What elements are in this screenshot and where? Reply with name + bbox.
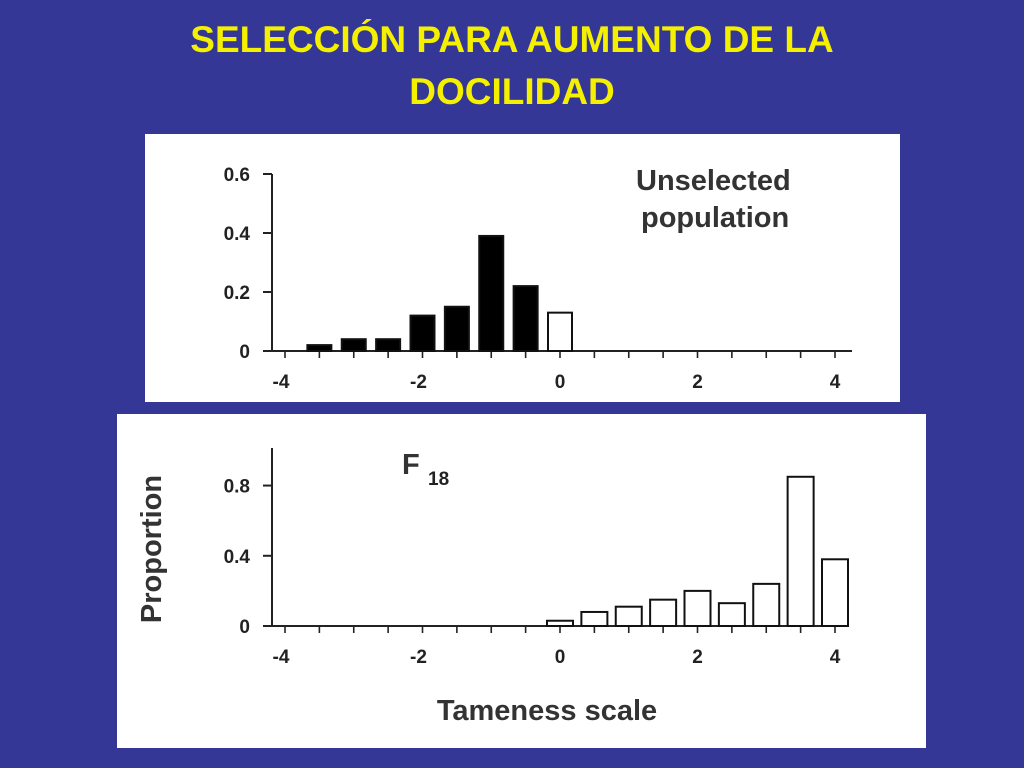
bar bbox=[443, 305, 470, 352]
x-tick-label: -4 bbox=[273, 372, 290, 393]
bar bbox=[649, 598, 678, 628]
x-tick-label: 0 bbox=[555, 647, 566, 668]
y-tick-label: 0.4 bbox=[224, 224, 251, 245]
x-tick-label: -4 bbox=[273, 647, 290, 668]
y-tick-label: 0.6 bbox=[224, 165, 250, 186]
slide-title-line1: SELECCIÓN PARA AUMENTO DE LA bbox=[190, 19, 834, 60]
f18-chart: 0 0.4 0.8 -4 -2 0 2 4 F 18 Tameness scale Proportio… bbox=[136, 448, 849, 727]
bar bbox=[786, 475, 815, 628]
x-tick-label: 4 bbox=[830, 647, 841, 668]
x-tick-label: 2 bbox=[692, 372, 703, 393]
bar bbox=[478, 234, 505, 352]
bar bbox=[821, 558, 849, 628]
bar bbox=[546, 619, 574, 628]
x-tick-label: 4 bbox=[830, 372, 841, 393]
f18-chart-panel: 0 0.4 0.8 -4 -2 0 2 4 F 18 Tameness scale Proportio… bbox=[117, 414, 926, 748]
bar bbox=[547, 311, 573, 352]
x-tick-label: 2 bbox=[692, 647, 703, 668]
slide-title-line2: DOCILIDAD bbox=[409, 71, 615, 112]
bar bbox=[409, 314, 436, 353]
y-tick-label: 0.8 bbox=[224, 477, 250, 498]
y-tick-label: 0.4 bbox=[224, 547, 251, 568]
bar bbox=[512, 285, 539, 353]
bar bbox=[717, 602, 746, 628]
x-axis-title: Tameness scale bbox=[437, 695, 657, 727]
annotation-unselected: Unselected bbox=[636, 165, 791, 197]
bar bbox=[683, 589, 712, 627]
bar bbox=[340, 338, 367, 352]
unselected-population-chart: 0 0.2 0.4 0.6 -4 -2 0 2 4 Unselected population bbox=[224, 165, 852, 393]
bar bbox=[580, 610, 609, 627]
y-tick-label: 0.2 bbox=[224, 283, 250, 304]
bar bbox=[306, 344, 333, 353]
annotation-population: population bbox=[641, 202, 789, 234]
y-axis-title: Proportion bbox=[136, 475, 168, 623]
bar bbox=[614, 605, 643, 627]
y-tick-label: 0 bbox=[239, 342, 250, 363]
x-tick-label: -2 bbox=[410, 647, 427, 668]
unselected-population-chart-panel: 0 0.2 0.4 0.6 -4 -2 0 2 4 Unselected population bbox=[145, 134, 900, 402]
x-tick-label: 0 bbox=[555, 372, 566, 393]
bar bbox=[752, 582, 781, 628]
annotation-f-subscript: 18 bbox=[428, 469, 449, 490]
slide-title: SELECCIÓN PARA AUMENTO DE LA DOCILIDAD bbox=[0, 14, 1024, 118]
bar bbox=[375, 338, 402, 352]
y-tick-label: 0 bbox=[239, 617, 250, 638]
annotation-f: F bbox=[402, 449, 420, 481]
x-tick-label: -2 bbox=[410, 372, 427, 393]
